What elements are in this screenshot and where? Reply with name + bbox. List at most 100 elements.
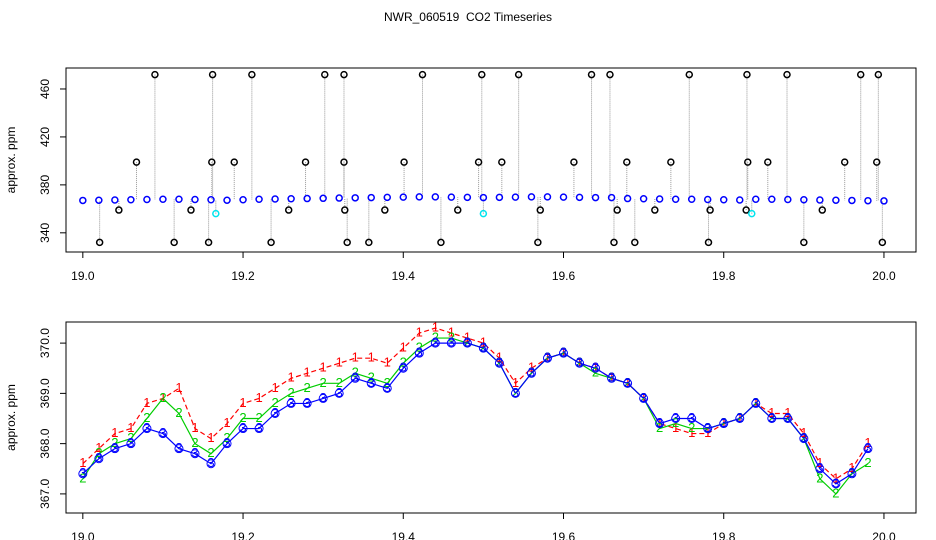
point: [719, 195, 728, 204]
point: [575, 193, 584, 202]
point-symbol: 1: [271, 380, 278, 395]
x-tick-label: 20.0: [872, 530, 896, 540]
point-circle: [206, 459, 216, 469]
point-circle: [623, 378, 633, 388]
point-circle: [302, 398, 312, 408]
point: [478, 70, 486, 79]
point-circle: [78, 469, 88, 479]
y-tick-label: 367.0: [38, 479, 52, 509]
point-symbol: 3: [816, 460, 823, 475]
point-symbol: 2: [560, 345, 567, 360]
point: [454, 206, 462, 214]
point-symbol: 3: [752, 395, 759, 410]
point-circle: [238, 424, 248, 434]
point-symbol: 1: [448, 324, 455, 339]
point-symbol: 1: [560, 345, 567, 360]
point-symbol: 1: [752, 395, 759, 410]
x-tick-label: 20.0: [872, 269, 896, 283]
point-circle: [510, 388, 520, 398]
point: [623, 158, 631, 166]
point: [744, 158, 752, 166]
point-symbol: 1: [320, 360, 327, 375]
point-circle: [831, 479, 841, 489]
point-symbol: 2: [720, 415, 727, 430]
point-circle: [110, 444, 120, 454]
point-symbol: 3: [608, 370, 615, 385]
point: [303, 194, 311, 203]
point-symbol: 3: [271, 405, 278, 420]
point: [514, 70, 523, 79]
point: [207, 195, 215, 204]
point-symbol: 1: [304, 365, 311, 380]
point-circle: [607, 373, 617, 383]
point: [752, 195, 760, 204]
point-symbol: 2: [448, 330, 455, 345]
point: [340, 70, 348, 79]
point: [606, 70, 614, 79]
point-symbol: 1: [416, 324, 423, 339]
point-symbol: 1: [864, 435, 871, 450]
point-circle: [382, 383, 392, 393]
point: [383, 193, 392, 202]
point-symbol: 2: [111, 435, 118, 450]
point-circle: [575, 358, 585, 368]
point: [111, 196, 119, 204]
point-symbol: 1: [608, 370, 615, 385]
point: [784, 195, 792, 204]
point-symbol: 1: [400, 340, 407, 355]
point: [204, 238, 213, 247]
point-symbol: 2: [432, 330, 439, 345]
point-symbol: 3: [448, 335, 455, 350]
series-line: [82, 327, 869, 480]
point-symbol: 2: [752, 395, 759, 410]
point: [527, 193, 536, 201]
point-circle: [174, 444, 184, 454]
point-symbol: 1: [223, 415, 230, 430]
point: [591, 193, 600, 202]
point-symbol: 3: [480, 340, 487, 355]
point-symbol: 3: [352, 370, 359, 385]
y-tick-label: 420: [38, 127, 52, 147]
point: [743, 70, 751, 79]
point-symbol: 2: [352, 365, 359, 380]
point: [511, 193, 520, 201]
point-symbol: 3: [704, 420, 711, 435]
point-symbol: 3: [127, 435, 134, 450]
point-symbol: 3: [288, 395, 295, 410]
point: [271, 195, 279, 203]
point: [255, 195, 263, 204]
point-symbol: 2: [576, 355, 583, 370]
point-symbol: 1: [111, 425, 118, 440]
point-circle: [286, 398, 296, 408]
point-circle: [655, 419, 665, 429]
point-circle: [671, 414, 681, 424]
point-symbol: 1: [816, 455, 823, 470]
point-symbol: 3: [656, 415, 663, 430]
point-symbol: 2: [848, 465, 855, 480]
point: [498, 158, 506, 166]
point-symbol: 3: [848, 465, 855, 480]
point: [284, 206, 293, 214]
point-symbol: 1: [512, 375, 519, 390]
point: [341, 206, 349, 214]
point-symbol: 1: [720, 415, 727, 430]
point: [431, 193, 440, 201]
point-symbol: 1: [832, 470, 839, 485]
point-circle: [270, 408, 280, 418]
point: [79, 196, 87, 205]
point-symbol: 3: [720, 415, 727, 430]
point: [248, 70, 256, 79]
point-circle: [446, 338, 456, 348]
x-tick-label: 19.6: [552, 530, 576, 540]
point: [742, 206, 750, 214]
point-circle: [222, 439, 232, 449]
point-symbol: 3: [159, 425, 166, 440]
point: [381, 206, 389, 214]
point-symbol: 3: [255, 420, 262, 435]
point: [463, 193, 472, 202]
point: [687, 195, 696, 204]
point-symbol: 1: [848, 460, 855, 475]
point: [768, 195, 776, 204]
point: [864, 196, 872, 205]
